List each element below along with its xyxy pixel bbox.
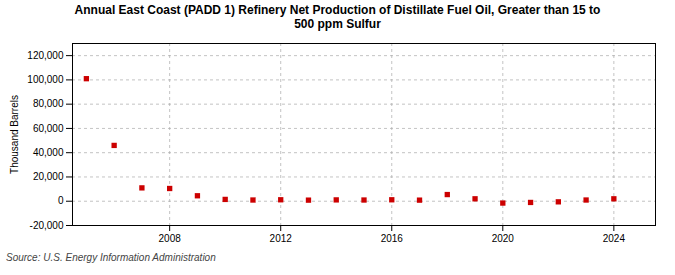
svg-text:2024: 2024: [603, 233, 626, 244]
svg-text:60,000: 60,000: [33, 123, 64, 134]
svg-text:120,000: 120,000: [27, 50, 64, 61]
svg-text:80,000: 80,000: [33, 98, 64, 109]
svg-text:20,000: 20,000: [33, 171, 64, 182]
svg-text:2016: 2016: [381, 233, 404, 244]
svg-text:2020: 2020: [492, 233, 515, 244]
svg-text:40,000: 40,000: [33, 147, 64, 158]
svg-text:-20,000: -20,000: [30, 220, 64, 231]
html-text:Annual East Coast (PADD 1) Ref: Annual East Coast (PADD 1) Refinery Net …: [74, 3, 601, 31]
svg-text:0: 0: [58, 195, 64, 206]
html-text:Source: U.S. Energy Informatio: Source: U.S. Energy Information Administ…: [6, 252, 216, 263]
svg-text:100,000: 100,000: [27, 74, 64, 85]
svg-text:Thousand Barrels: Thousand Barrels: [9, 95, 20, 174]
svg-text:2012: 2012: [270, 233, 293, 244]
svg-text:2008: 2008: [159, 233, 182, 244]
